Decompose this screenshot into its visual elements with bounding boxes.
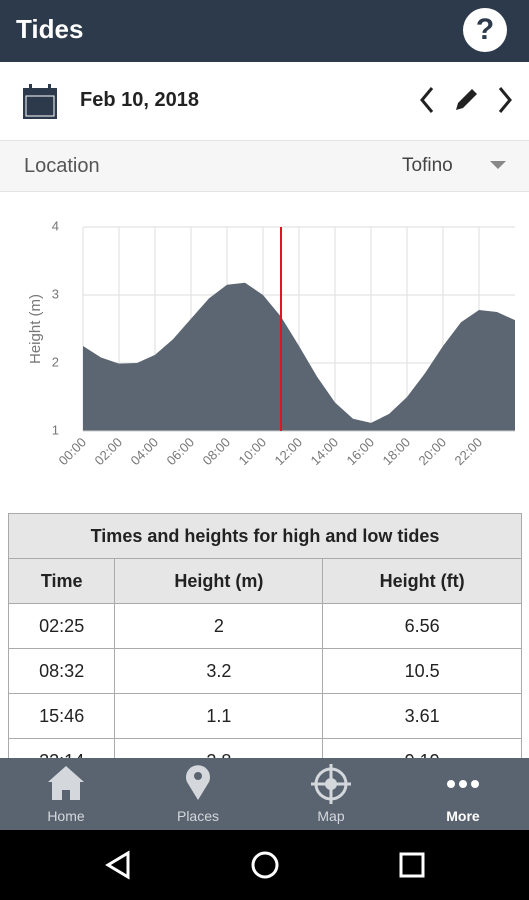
area <box>83 282 515 431</box>
row: 15:46 1.1 3.61 <box>7 693 522 739</box>
x-tick-label: 14:00 <box>308 435 342 469</box>
nav-label[interactable]: More <box>446 808 480 824</box>
location-value[interactable]: Tofino <box>402 155 453 176</box>
x-tick-label: 20:00 <box>416 435 450 469</box>
cell: 3.2 <box>114 648 324 694</box>
cell: 6.56 <box>322 603 522 649</box>
places-icon[interactable] <box>186 765 211 800</box>
date-controls <box>420 87 512 113</box>
date[interactable]: Feb 10, 2018 <box>80 89 199 111</box>
system-bar <box>0 830 529 900</box>
edit[interactable] <box>456 89 477 110</box>
y-tick-label: 2 <box>52 354 59 369</box>
back-button[interactable] <box>105 850 130 880</box>
row: 08:32 3.2 10.5 <box>7 648 522 694</box>
y-tick-label: 3 <box>52 286 59 301</box>
x-tick-label: 10:00 <box>236 435 270 469</box>
prev[interactable] <box>420 87 434 113</box>
cell: 1.1 <box>114 693 324 739</box>
table-title: Times and heights for high and low tides <box>8 513 522 559</box>
system-buttons <box>105 850 425 880</box>
home-button[interactable] <box>251 851 279 879</box>
column-header: Height (ft) <box>322 558 522 604</box>
cell: 15:46 <box>7 693 116 739</box>
x-tick-label: 08:00 <box>200 435 234 469</box>
date-row: Feb 10, 2018 <box>0 62 529 141</box>
x-tick-label: 18:00 <box>380 435 414 469</box>
cell: 3.61 <box>322 693 522 739</box>
more-icon[interactable] <box>447 780 479 788</box>
x-tick-label: 12:00 <box>272 435 306 469</box>
nav-label[interactable]: Home <box>47 808 85 824</box>
chart: Height (m) 1 2 3 4 00:00 02:00 04:00 06:00 08:00… <box>27 218 515 469</box>
nav-icons <box>48 764 479 804</box>
x-tick-label: 00:00 <box>56 435 90 469</box>
x-tick-label: 04:00 <box>128 435 162 469</box>
next[interactable] <box>498 87 512 113</box>
location-label: Location <box>24 155 100 177</box>
x-tick-label: 02:00 <box>92 435 126 469</box>
row: 02:25 2 6.56 <box>7 603 522 649</box>
tide-table: Times and heights for high and low tides… <box>7 513 522 784</box>
y-tick-label: 4 <box>52 218 59 233</box>
header: Tides ? <box>0 0 529 62</box>
x-tick-label: 16:00 <box>344 435 378 469</box>
nav-label[interactable]: Places <box>176 808 220 824</box>
x-tick-label: 22:00 <box>452 435 486 469</box>
home-icon[interactable] <box>48 766 84 800</box>
column-header: Height (m) <box>114 558 324 604</box>
column-header: Time <box>7 558 116 604</box>
cell: 08:32 <box>7 648 116 694</box>
bottom-nav: Home Places Map More <box>0 758 529 830</box>
cell: 10.5 <box>322 648 522 694</box>
calendar-icon[interactable] <box>22 84 58 120</box>
nav-label[interactable]: Map <box>317 808 345 824</box>
help-button[interactable]: ? <box>463 8 507 52</box>
cell: 02:25 <box>7 603 116 649</box>
location-row[interactable]: Location Tofino <box>0 141 529 192</box>
recents-button[interactable] <box>399 852 425 878</box>
dropdown-arrow <box>490 161 506 169</box>
title: Tides <box>16 14 84 44</box>
x-tick-label: 06:00 <box>164 435 198 469</box>
y-axis-label: Height (m) <box>27 294 44 364</box>
cell: 2 <box>114 603 324 649</box>
y-tick-label: 1 <box>52 422 59 437</box>
